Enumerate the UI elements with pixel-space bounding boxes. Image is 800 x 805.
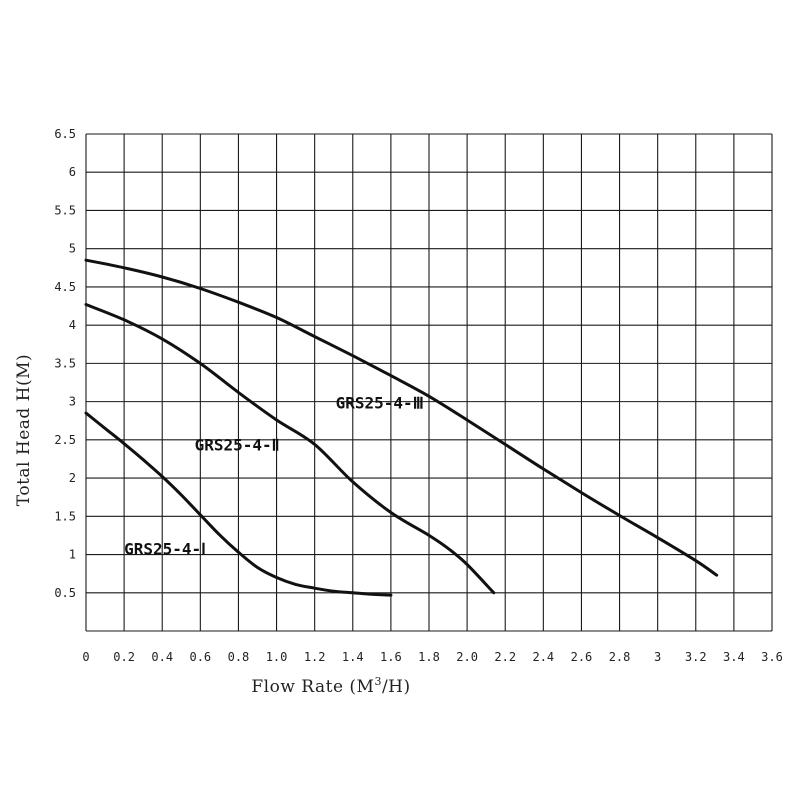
x-tick-label: 1.2 (304, 650, 326, 664)
x-tick-label: 0.2 (113, 650, 135, 664)
x-tick-label: 0.4 (151, 650, 173, 664)
y-tick-label: 3 (69, 395, 76, 409)
y-tick-label: 1 (69, 548, 76, 562)
tick-labels: 0 0.2 0.4 0.6 0.8 1.0 1.2 1.4 1.6 1.8 2.0 2.2 2.4 2.6… (54, 127, 783, 664)
curve-labels: GRS25-4-Ⅰ GRS25-4-Ⅱ GRS25-4-Ⅲ (124, 393, 424, 558)
y-axis-label: Total Head H(M) (14, 354, 34, 506)
y-tick-label: 2 (69, 471, 76, 485)
curve-series-3 (84, 258, 719, 577)
x-tick-label: 1.8 (418, 650, 440, 664)
y-tick-label: 0.5 (54, 586, 76, 600)
x-tick-label: 2.8 (609, 650, 631, 664)
curve-label-3: GRS25-4-Ⅲ (336, 393, 424, 412)
x-tick-label: 0 (82, 650, 89, 664)
y-tick-label: 5.5 (54, 203, 76, 217)
y-tick-label: 3.5 (54, 356, 76, 370)
y-tick-label: 2.5 (54, 433, 76, 447)
x-tick-label: 1.0 (266, 650, 288, 664)
y-tick-label: 4.5 (54, 280, 76, 294)
x-tick-label: 2.6 (571, 650, 593, 664)
y-tick-label: 6 (69, 165, 76, 179)
x-tick-label: 2.0 (456, 650, 478, 664)
x-axis-label: Flow Rate (M3/H) (251, 675, 410, 697)
curve-label-1: GRS25-4-Ⅰ (124, 540, 206, 559)
y-tick-label: 4 (69, 318, 76, 332)
x-tick-label: 2.2 (494, 650, 516, 664)
x-tick-label: 0.6 (189, 650, 211, 664)
y-tick-label: 6.5 (54, 127, 76, 141)
x-tick-label: 3 (654, 650, 661, 664)
x-tick-label: 3.2 (685, 650, 707, 664)
curve-series-1 (84, 411, 393, 597)
curves (84, 258, 719, 597)
x-tick-label: 3.6 (761, 650, 783, 664)
x-tick-label: 2.4 (532, 650, 554, 664)
x-tick-label: 1.6 (380, 650, 402, 664)
x-tick-label: 0.8 (228, 650, 250, 664)
grid (85, 133, 773, 632)
curve-label-2: GRS25-4-Ⅱ (195, 436, 280, 455)
x-tick-label: 1.4 (342, 650, 364, 664)
y-tick-label: 5 (69, 242, 76, 256)
y-tick-label: 1.5 (54, 509, 76, 523)
curve-series-2 (84, 303, 496, 595)
x-tick-label: 3.4 (723, 650, 745, 664)
